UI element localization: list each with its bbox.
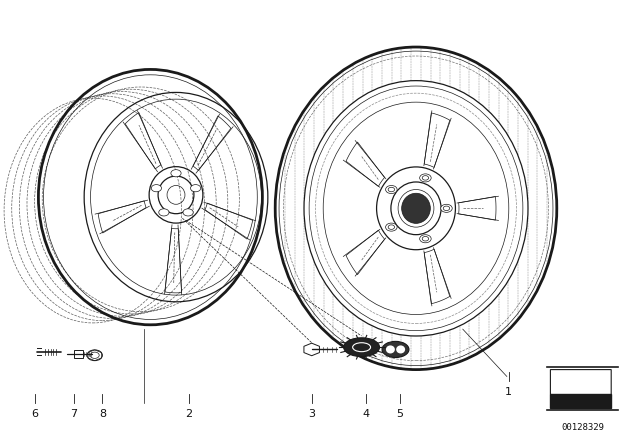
Circle shape [151,185,161,192]
Text: 3: 3 [308,409,315,419]
Circle shape [183,209,193,216]
Circle shape [191,185,201,192]
Circle shape [159,209,169,216]
Circle shape [171,170,181,177]
Text: 7: 7 [70,409,77,419]
Text: 00128329: 00128329 [561,423,604,432]
Circle shape [420,174,431,182]
Ellipse shape [396,345,405,353]
Bar [74,350,83,358]
Circle shape [385,185,397,194]
Text: 5: 5 [397,409,403,419]
Text: 2: 2 [185,409,193,419]
Text: 8: 8 [99,409,106,419]
Ellipse shape [344,338,380,357]
Circle shape [420,235,431,243]
Circle shape [441,204,452,212]
Ellipse shape [402,193,430,224]
Text: 1: 1 [506,387,512,397]
Text: 4: 4 [362,409,370,419]
Polygon shape [550,394,611,408]
Circle shape [385,223,397,231]
Ellipse shape [386,345,395,353]
Text: 6: 6 [32,409,38,419]
Ellipse shape [382,341,409,358]
